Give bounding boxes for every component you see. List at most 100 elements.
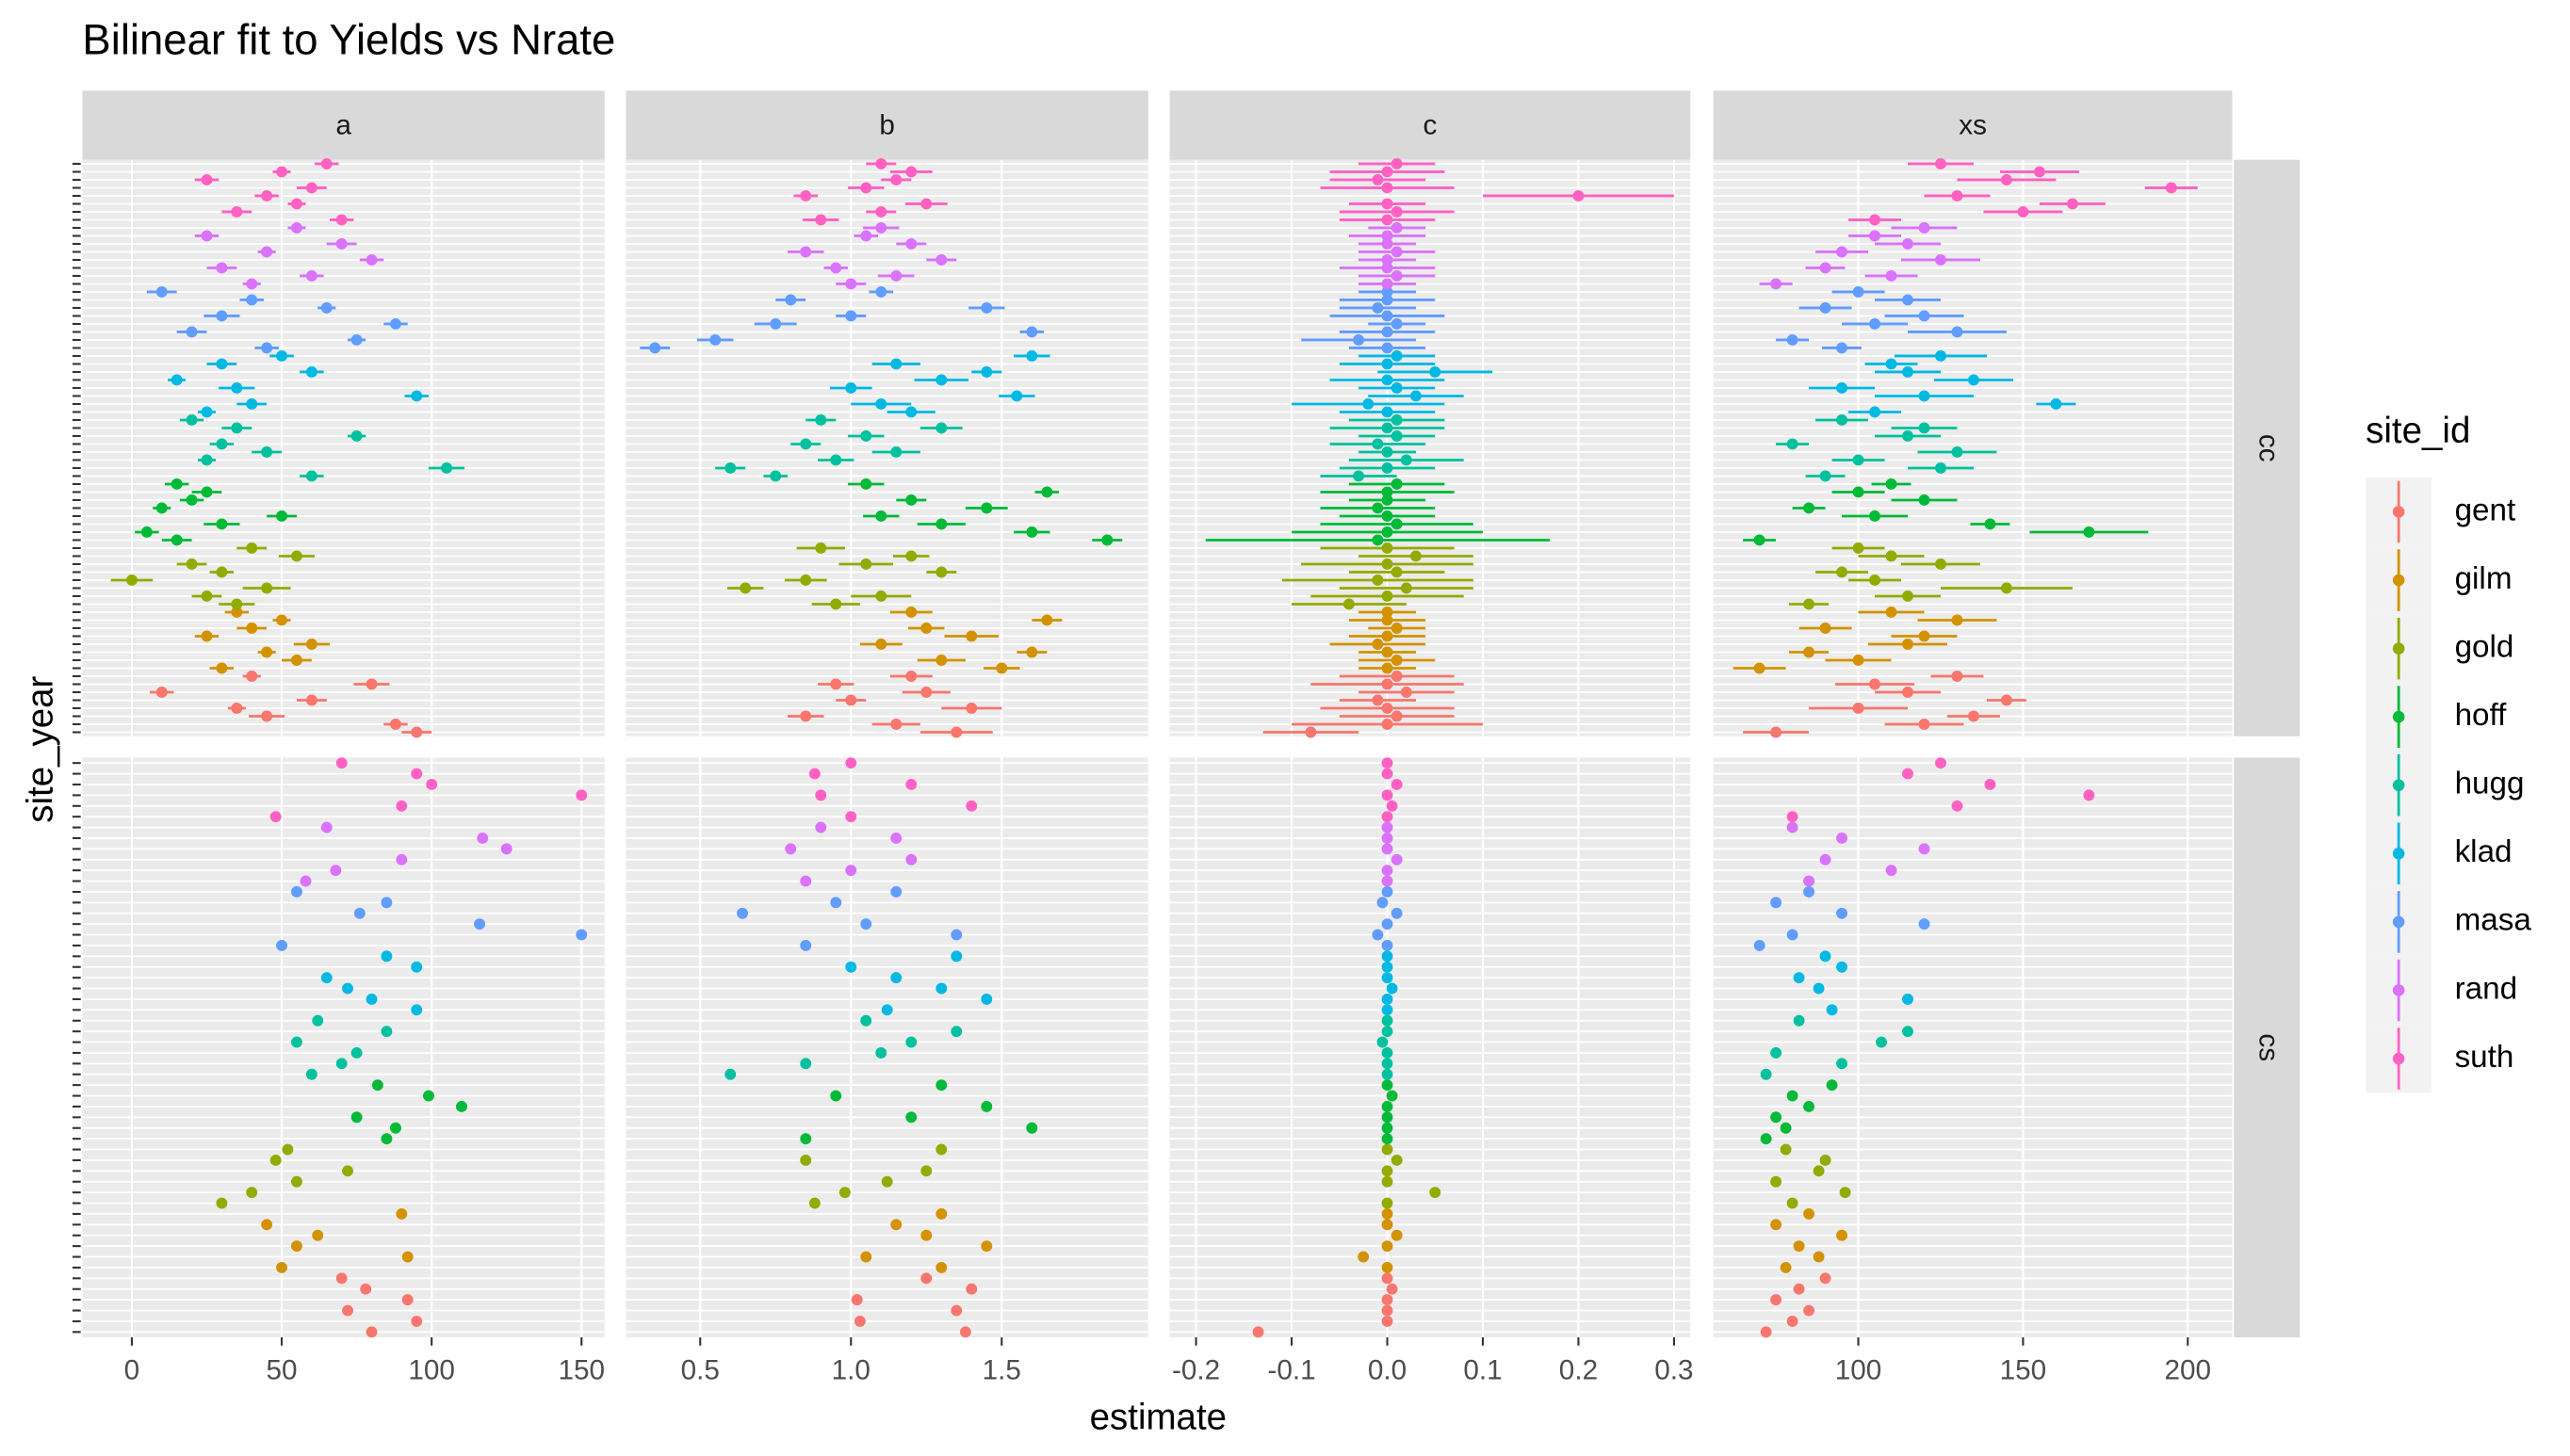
- x-tick-label: 1.0: [832, 1355, 870, 1386]
- point: [1372, 574, 1384, 586]
- point: [1041, 614, 1053, 626]
- point: [1381, 607, 1393, 618]
- point: [785, 843, 797, 855]
- point: [1786, 1315, 1798, 1327]
- point: [951, 929, 963, 941]
- point: [890, 886, 903, 898]
- point: [1381, 166, 1393, 178]
- point: [305, 694, 317, 706]
- point: [261, 342, 273, 354]
- legend-label: gold: [2455, 629, 2514, 664]
- strip-label: c: [1423, 110, 1437, 141]
- point: [808, 1197, 821, 1209]
- point: [1391, 157, 1403, 170]
- point: [381, 950, 393, 963]
- point: [875, 1047, 887, 1059]
- point: [261, 246, 273, 258]
- point: [1902, 238, 1913, 250]
- point: [216, 310, 228, 322]
- point: [951, 1026, 963, 1038]
- point: [935, 1143, 948, 1156]
- point: [305, 639, 317, 650]
- point: [1572, 189, 1585, 202]
- point: [1372, 534, 1384, 546]
- legend-label: hugg: [2455, 767, 2525, 801]
- point: [1780, 1122, 1792, 1134]
- point: [1386, 800, 1398, 812]
- point: [1836, 382, 1848, 394]
- point: [246, 542, 258, 554]
- point: [815, 214, 827, 226]
- point: [276, 614, 287, 626]
- point: [1819, 1154, 1831, 1166]
- point: [860, 430, 872, 442]
- x-tick-label: 1.5: [983, 1355, 1021, 1386]
- point: [216, 662, 228, 674]
- point: [830, 262, 842, 274]
- panel-bg: [1713, 159, 2233, 736]
- point: [155, 286, 168, 298]
- point: [1935, 558, 1946, 570]
- point: [231, 422, 243, 434]
- point: [851, 1294, 863, 1306]
- chart-title: Bilinear fit to Yields vs Nrate: [82, 16, 615, 64]
- point: [291, 550, 302, 562]
- point: [860, 182, 872, 194]
- point: [320, 302, 333, 314]
- point: [1381, 406, 1393, 418]
- point: [1803, 886, 1815, 898]
- point: [1011, 390, 1023, 402]
- point: [1951, 800, 1963, 812]
- legend-dot: [2392, 779, 2405, 792]
- point: [1381, 811, 1393, 823]
- point: [881, 1004, 893, 1016]
- point: [1852, 286, 1864, 298]
- point: [860, 918, 872, 930]
- point: [320, 157, 333, 170]
- legend-dot: [2392, 506, 2405, 518]
- point: [1381, 940, 1393, 951]
- point: [1984, 518, 1996, 530]
- point: [1372, 438, 1384, 450]
- strip-label: b: [879, 110, 895, 141]
- point: [1381, 646, 1393, 658]
- point: [291, 1240, 302, 1253]
- point: [875, 206, 887, 218]
- point: [815, 821, 827, 833]
- point: [1760, 1326, 1772, 1338]
- point: [216, 438, 228, 450]
- point: [381, 1133, 393, 1145]
- point: [860, 1014, 872, 1027]
- point: [1381, 1304, 1393, 1317]
- point: [815, 414, 827, 426]
- point: [1381, 358, 1393, 370]
- point: [1381, 1111, 1393, 1124]
- point: [1381, 486, 1393, 498]
- point: [1381, 1079, 1393, 1092]
- point: [800, 710, 812, 722]
- point: [1372, 929, 1384, 941]
- point: [890, 173, 903, 186]
- point: [1400, 687, 1412, 698]
- point: [401, 1251, 414, 1263]
- point: [1803, 598, 1815, 610]
- strip-bg: [82, 90, 605, 160]
- point: [1381, 214, 1393, 226]
- point: [1353, 470, 1365, 482]
- point: [1885, 478, 1897, 490]
- point: [1770, 1111, 1782, 1124]
- point: [1803, 502, 1815, 514]
- point: [845, 811, 857, 823]
- point: [246, 278, 258, 290]
- point: [411, 1315, 423, 1327]
- point: [966, 1283, 978, 1295]
- point: [1852, 655, 1864, 666]
- strip-bg: [1713, 90, 2233, 160]
- point: [1381, 1133, 1393, 1145]
- point: [1391, 246, 1403, 258]
- point: [845, 865, 857, 877]
- point: [477, 833, 489, 844]
- panel-bg: [82, 159, 605, 736]
- legend-title: site_id: [2366, 411, 2470, 451]
- point: [800, 940, 812, 951]
